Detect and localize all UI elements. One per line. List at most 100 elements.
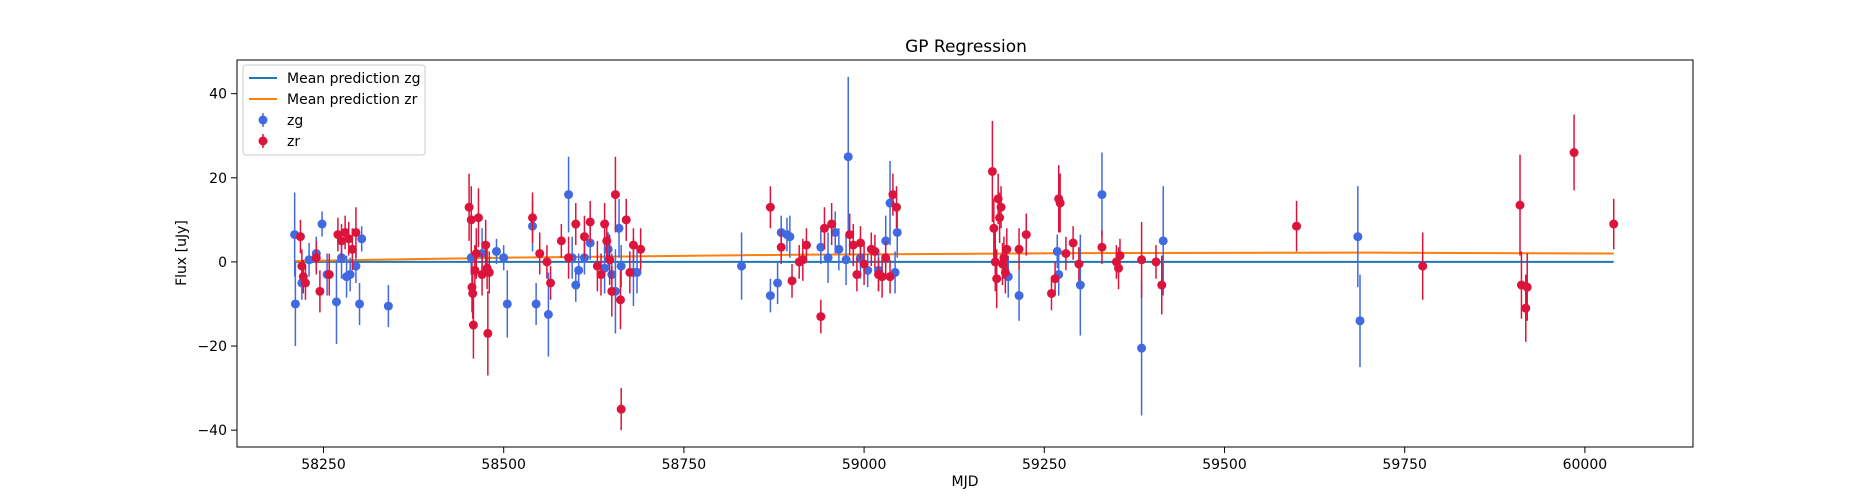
zg-data-point xyxy=(816,242,826,252)
zr-data-point xyxy=(787,276,797,286)
zr-data-point xyxy=(621,215,631,225)
zr-data-point xyxy=(881,253,891,263)
zg-data-point xyxy=(543,309,553,319)
zg-data-point xyxy=(355,299,365,309)
legend-swatch-zr-marker xyxy=(258,136,268,146)
y-tick-label: 20 xyxy=(209,171,227,187)
zr-data-point xyxy=(1418,261,1428,271)
zr-data-point xyxy=(1114,263,1124,273)
zr-data-point xyxy=(315,286,325,296)
zr-data-point xyxy=(556,236,566,246)
zg-data-point xyxy=(317,219,327,229)
legend-swatch-zg-marker xyxy=(258,115,268,125)
zr-data-point xyxy=(877,272,887,282)
x-tick-label: 58500 xyxy=(481,457,526,473)
x-tick-label: 58750 xyxy=(662,457,707,473)
zg-data-point xyxy=(632,267,642,277)
zr-data-point xyxy=(892,202,902,212)
zr-data-point xyxy=(995,213,1005,223)
zr-data-point xyxy=(1157,280,1167,290)
legend-label-zr: zr xyxy=(287,134,300,150)
x-tick-label: 60000 xyxy=(1563,457,1608,473)
zr-data-point xyxy=(481,240,491,250)
zr-data-point xyxy=(1000,267,1010,277)
zr-data-point xyxy=(1055,198,1065,208)
zg-data-point xyxy=(499,253,509,263)
zg-data-point xyxy=(531,299,541,309)
zr-data-point xyxy=(765,202,775,212)
zr-data-point xyxy=(351,227,361,237)
zr-data-point xyxy=(1046,288,1056,298)
y-tick-label: −40 xyxy=(197,423,227,439)
zr-data-point xyxy=(337,236,347,246)
zr-data-point xyxy=(992,274,1002,284)
zr-data-point xyxy=(798,255,808,265)
plot-area xyxy=(236,59,1694,448)
y-axis-label: Flux [uJy] xyxy=(174,220,190,286)
zg-data-point xyxy=(834,244,844,254)
x-tick-label: 59250 xyxy=(1022,457,1067,473)
zr-data-point xyxy=(855,238,865,248)
zr-data-point xyxy=(1021,230,1031,240)
zr-data-point xyxy=(776,242,786,252)
zr-data-point xyxy=(1014,244,1024,254)
zr-data-point xyxy=(636,244,646,254)
zr-data-point xyxy=(628,240,638,250)
legend-label-zg-line: Mean prediction zg xyxy=(287,71,421,87)
zr-data-point xyxy=(592,261,602,271)
zr-data-point xyxy=(473,213,483,223)
zr-data-point xyxy=(311,253,321,263)
zr-data-point xyxy=(987,166,997,176)
zr-data-point xyxy=(564,253,574,263)
zg-data-point xyxy=(785,232,795,242)
zr-data-point xyxy=(344,234,354,244)
zr-data-point xyxy=(625,267,635,277)
zr-data-point xyxy=(1521,303,1531,313)
zg-data-point xyxy=(603,244,613,254)
zr-data-point xyxy=(1137,255,1147,265)
x-axis: 58250 58500 58750 59000 59250 59500 59750 60000 xyxy=(301,447,1607,473)
zg-data-point xyxy=(1052,246,1062,256)
zg-data-point xyxy=(290,299,300,309)
zr-data-point xyxy=(1522,282,1532,292)
zg-data-point xyxy=(830,227,840,237)
zg-data-point xyxy=(351,261,361,271)
legend-box xyxy=(242,64,426,156)
zg-data-point xyxy=(502,299,512,309)
zr-data-point xyxy=(827,219,837,229)
series-zg xyxy=(290,76,1365,416)
zr-data-point xyxy=(571,219,581,229)
zr-data-point xyxy=(1609,219,1619,229)
zg-data-point xyxy=(823,253,833,263)
zg-data-point xyxy=(383,301,393,311)
zr-data-point xyxy=(885,272,895,282)
zr-data-point xyxy=(1050,274,1060,284)
zr-data-point xyxy=(324,270,334,280)
zg-data-point xyxy=(737,261,747,271)
legend-label-zg: zg xyxy=(287,113,303,129)
zr-data-point xyxy=(819,223,829,233)
zr-data-point xyxy=(801,240,811,250)
zg-data-point xyxy=(564,190,574,200)
zg-data-point xyxy=(345,270,355,280)
zr-data-point xyxy=(483,328,493,338)
zg-data-point xyxy=(491,246,501,256)
zg-data-point xyxy=(1355,316,1365,326)
zr-data-point xyxy=(605,255,615,265)
series-zr xyxy=(295,114,1619,431)
zr-data-point xyxy=(859,259,869,269)
legend: Mean prediction zg Mean prediction zr zg… xyxy=(242,64,426,156)
y-tick-label: −20 xyxy=(197,339,227,355)
x-tick-label: 59500 xyxy=(1202,457,1247,473)
zg-data-point xyxy=(616,261,626,271)
zg-data-point xyxy=(574,265,584,275)
zg-data-point xyxy=(841,255,851,265)
zr-data-point xyxy=(1151,257,1161,267)
zr-data-point xyxy=(466,215,476,225)
zr-data-point xyxy=(468,320,478,330)
zg-data-point xyxy=(304,255,314,265)
zr-data-point xyxy=(607,286,617,296)
zr-data-point xyxy=(464,202,474,212)
zr-data-point xyxy=(870,246,880,256)
